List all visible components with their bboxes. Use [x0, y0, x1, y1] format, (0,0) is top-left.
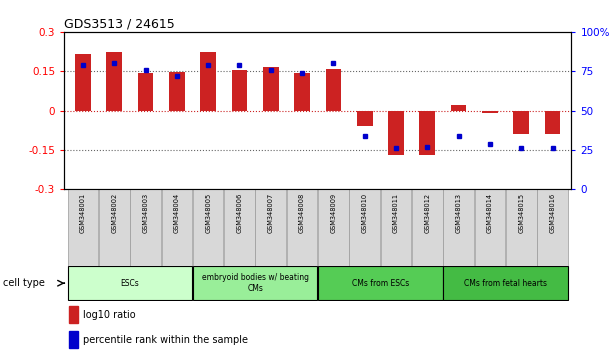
Text: GSM348016: GSM348016 — [549, 193, 555, 233]
Text: GSM348010: GSM348010 — [362, 193, 368, 233]
Text: GSM348009: GSM348009 — [331, 193, 337, 233]
Bar — [99, 189, 130, 266]
Text: GDS3513 / 24615: GDS3513 / 24615 — [64, 18, 175, 31]
Text: GSM348007: GSM348007 — [268, 193, 274, 233]
Text: GSM348014: GSM348014 — [487, 193, 493, 233]
Text: GSM348004: GSM348004 — [174, 193, 180, 233]
Bar — [482, 110, 498, 113]
Text: GSM348011: GSM348011 — [393, 193, 399, 233]
Bar — [412, 189, 442, 266]
Bar — [381, 189, 411, 266]
Bar — [443, 266, 568, 300]
Text: cell type: cell type — [3, 278, 45, 288]
Bar — [69, 331, 78, 348]
Bar — [255, 189, 286, 266]
Bar — [537, 189, 568, 266]
Text: CMs from ESCs: CMs from ESCs — [352, 279, 409, 288]
Text: GSM348005: GSM348005 — [205, 193, 211, 233]
Bar — [161, 189, 192, 266]
Bar — [224, 189, 255, 266]
Bar — [475, 189, 505, 266]
Bar — [443, 189, 474, 266]
Text: ESCs: ESCs — [120, 279, 139, 288]
Bar — [69, 306, 78, 323]
Text: percentile rank within the sample: percentile rank within the sample — [84, 335, 249, 344]
Bar — [349, 189, 380, 266]
Bar — [193, 189, 224, 266]
Bar — [357, 110, 373, 126]
Text: GSM348002: GSM348002 — [111, 193, 117, 233]
Bar — [420, 110, 435, 155]
Bar — [388, 110, 404, 155]
Text: GSM348012: GSM348012 — [424, 193, 430, 233]
Text: log10 ratio: log10 ratio — [84, 310, 136, 320]
Text: embryoid bodies w/ beating
CMs: embryoid bodies w/ beating CMs — [202, 274, 309, 293]
Bar — [295, 73, 310, 110]
Bar — [137, 73, 153, 110]
Text: GSM348013: GSM348013 — [456, 193, 461, 233]
Bar — [193, 266, 317, 300]
Bar — [287, 189, 317, 266]
Bar — [68, 189, 98, 266]
Bar — [68, 266, 192, 300]
Bar — [106, 52, 122, 110]
Text: GSM348006: GSM348006 — [236, 193, 243, 233]
Bar — [513, 110, 529, 134]
Text: GSM348008: GSM348008 — [299, 193, 305, 233]
Text: CMs from fetal hearts: CMs from fetal hearts — [464, 279, 547, 288]
Text: GSM348003: GSM348003 — [142, 193, 148, 233]
Bar — [544, 110, 560, 134]
Bar — [506, 189, 536, 266]
Bar — [169, 72, 185, 110]
Bar — [200, 52, 216, 110]
Bar — [130, 189, 161, 266]
Bar — [451, 105, 466, 110]
Bar — [75, 54, 91, 110]
Bar — [318, 189, 349, 266]
Bar — [318, 266, 442, 300]
Text: GSM348001: GSM348001 — [80, 193, 86, 233]
Bar — [326, 69, 341, 110]
Bar — [263, 67, 279, 110]
Bar — [232, 70, 247, 110]
Text: GSM348015: GSM348015 — [518, 193, 524, 233]
